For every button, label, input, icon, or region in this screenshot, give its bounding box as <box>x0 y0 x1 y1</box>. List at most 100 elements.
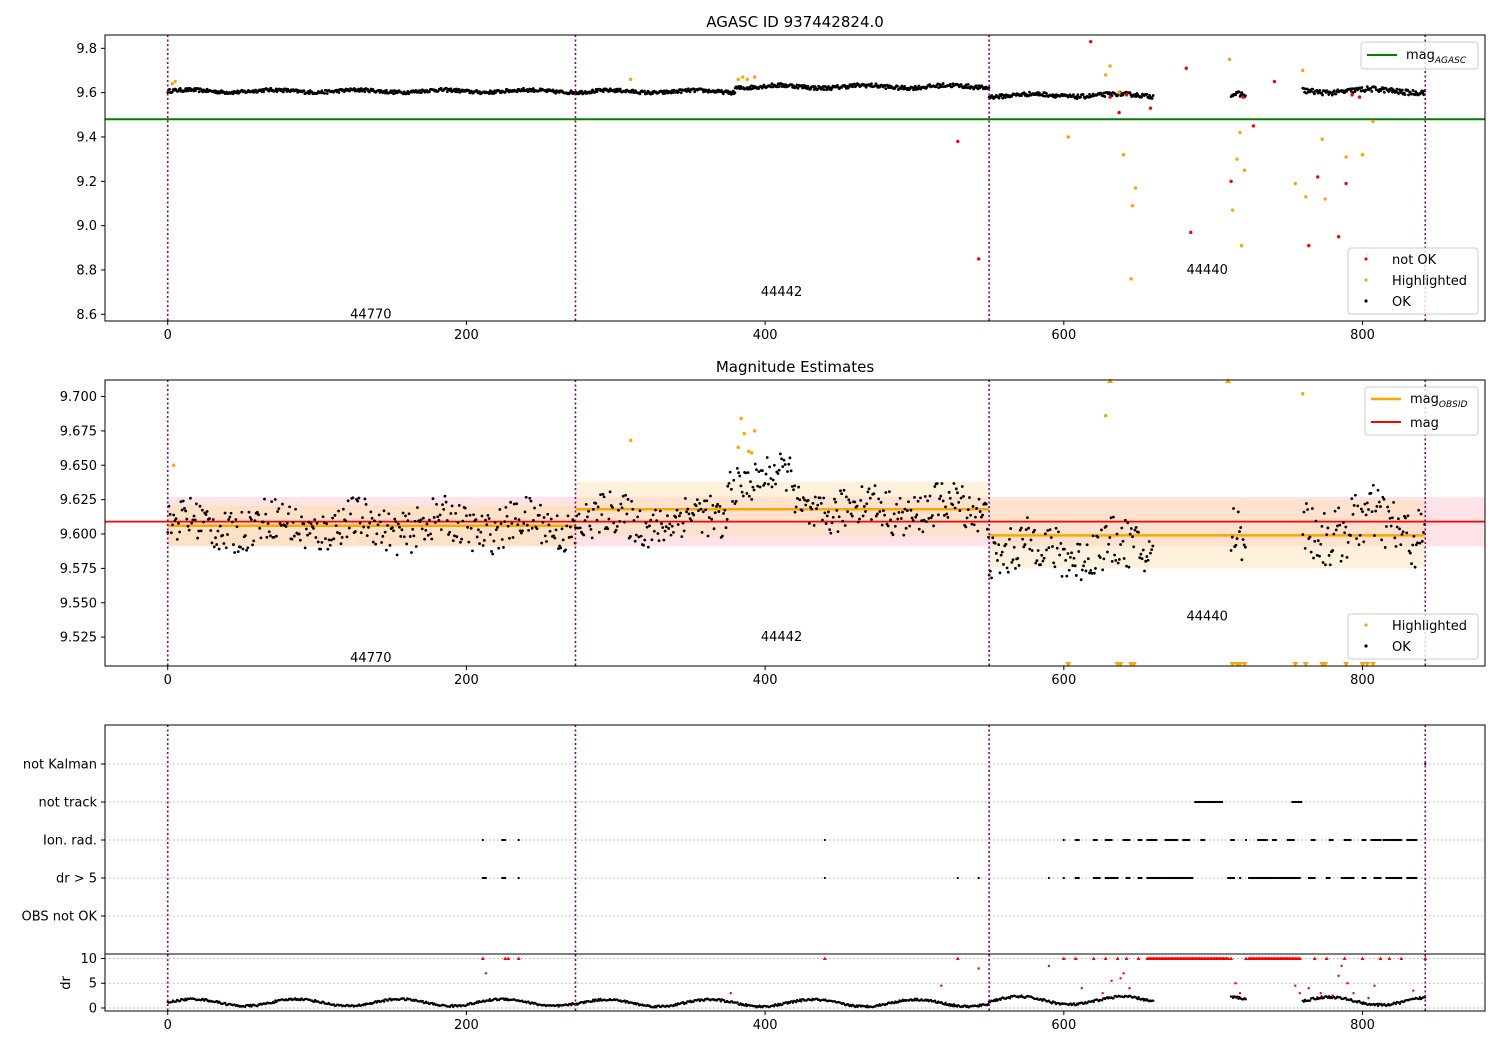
ok-point <box>488 92 491 96</box>
dr-ok-point <box>675 1004 679 1007</box>
ok-point <box>737 471 740 475</box>
dr-not-ok-point <box>1399 956 1404 960</box>
dr-ok-point <box>1041 999 1044 1003</box>
ok-point <box>1104 524 1108 528</box>
ok-point <box>531 87 535 90</box>
ok-point <box>612 521 616 525</box>
ok-point <box>427 518 431 522</box>
ok-point <box>315 521 319 525</box>
ok-point <box>795 496 799 500</box>
ok-point <box>1333 509 1337 513</box>
ok-point <box>404 514 407 518</box>
ok-point <box>330 538 333 542</box>
ok-point <box>1244 94 1247 98</box>
ok-point <box>870 518 873 521</box>
ok-point <box>1304 502 1308 505</box>
ok-point <box>265 535 269 539</box>
ok-point <box>1363 502 1367 506</box>
ok-point <box>908 524 912 528</box>
ok-point <box>307 520 311 524</box>
ok-point <box>985 527 989 531</box>
flag-point <box>1188 838 1191 842</box>
dr-not-ok-point <box>977 967 980 970</box>
ok-point <box>874 514 878 518</box>
ok-point <box>565 524 569 528</box>
ok-point <box>1241 538 1245 541</box>
ok-point <box>904 526 908 530</box>
ok-point <box>522 522 526 525</box>
ok-point <box>1126 521 1130 525</box>
ok-point <box>537 513 541 517</box>
ok-point <box>1138 556 1142 560</box>
ok-point <box>1313 92 1316 96</box>
ok-point <box>966 508 970 512</box>
ok-point <box>356 499 360 503</box>
dr-ok-point <box>1236 995 1239 998</box>
legend-ok-2: OK <box>1392 640 1411 655</box>
ok-point <box>1035 559 1039 563</box>
highlighted-point <box>629 438 633 443</box>
highlighted-point <box>1117 662 1124 667</box>
highlighted-point <box>629 77 633 82</box>
dr-ok-point <box>224 1001 227 1005</box>
dr-not-ok-point <box>1122 972 1125 975</box>
not-ok-point <box>1189 230 1193 235</box>
flag-point <box>1400 838 1403 842</box>
ok-point <box>797 485 800 489</box>
ok-point <box>996 559 999 562</box>
flag-point <box>504 876 507 880</box>
ok-point <box>1066 552 1070 555</box>
ok-point <box>192 514 196 518</box>
ok-point <box>1369 86 1373 90</box>
ok-point <box>620 506 624 510</box>
ok-point <box>667 527 671 530</box>
ok-point <box>1240 91 1244 95</box>
y-tick-label: 9.6 <box>76 86 97 101</box>
ok-point <box>956 491 959 495</box>
dr-ok-point <box>794 1000 798 1004</box>
legend-not-ok: not OK <box>1392 253 1437 268</box>
ok-point <box>731 89 735 93</box>
ok-point <box>883 513 887 517</box>
ok-point <box>896 84 899 88</box>
ok-point <box>1042 556 1046 560</box>
dr-ok-point <box>179 999 182 1003</box>
ok-point <box>189 496 192 500</box>
ok-point <box>322 521 326 525</box>
ok-point <box>1418 541 1422 545</box>
ok-point <box>564 548 567 552</box>
flag-label: dr > 5 <box>56 872 97 887</box>
ok-point <box>864 510 867 513</box>
ok-point <box>1230 535 1234 539</box>
ok-point <box>618 87 622 91</box>
ok-point <box>521 529 524 533</box>
ok-point <box>1113 553 1117 557</box>
ok-point <box>662 538 666 542</box>
ok-point <box>1101 568 1105 572</box>
ok-point <box>1109 516 1113 520</box>
ok-point <box>586 515 589 519</box>
ok-point <box>1374 509 1378 513</box>
ok-point <box>1236 510 1240 514</box>
ok-point <box>1308 535 1312 539</box>
ok-point <box>171 523 174 527</box>
dr-not-ok-point <box>1412 989 1415 992</box>
ok-point <box>695 498 699 502</box>
ok-point <box>763 481 767 485</box>
ok-point <box>1240 558 1244 562</box>
ok-point <box>1112 515 1115 519</box>
flag-point <box>1292 838 1295 842</box>
ok-point <box>781 465 785 469</box>
dr-ok-point <box>299 998 302 1002</box>
ok-point <box>638 509 642 513</box>
ok-point <box>449 87 453 91</box>
ok-point <box>469 526 473 530</box>
ok-point <box>757 470 761 474</box>
ok-point <box>726 484 730 488</box>
flag-point <box>1191 876 1194 880</box>
ok-point <box>471 549 474 553</box>
ok-point <box>1339 559 1343 563</box>
ok-point <box>400 528 404 532</box>
ok-point <box>856 520 860 524</box>
ok-point <box>395 553 399 557</box>
